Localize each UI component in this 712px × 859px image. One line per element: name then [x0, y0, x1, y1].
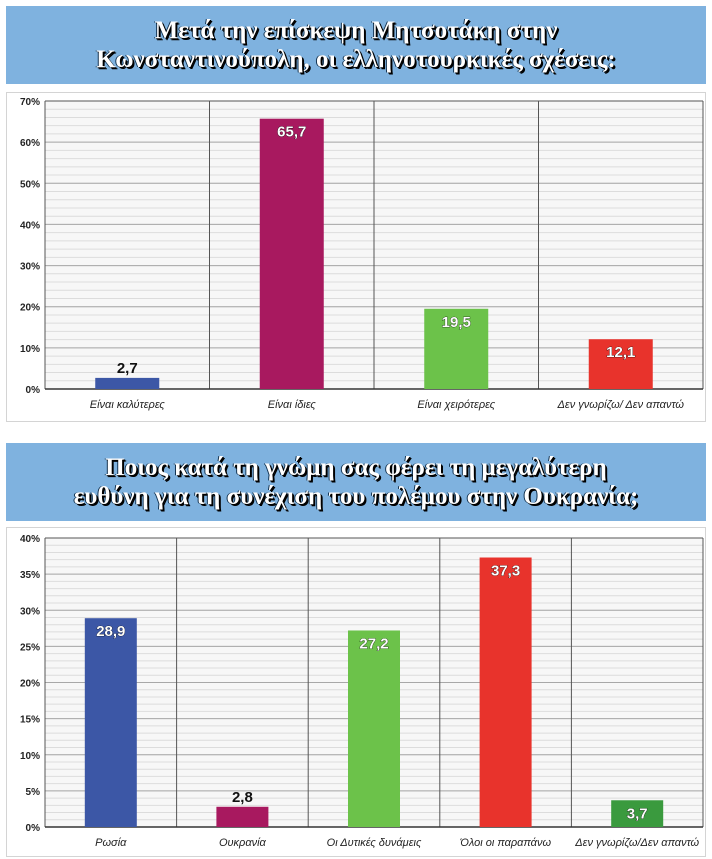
- chart-2-data-label: 28,9: [96, 623, 125, 640]
- chart-2-data-label: 37,3: [491, 563, 520, 580]
- chart-2-category-label: Ρωσία: [95, 837, 127, 849]
- chart-2-bar: [84, 618, 137, 827]
- chart-1-bar: [95, 377, 160, 389]
- chart-1-y-tick-label: 60%: [20, 138, 40, 149]
- chart-2-title-line-2: ευθύνη για τη συνέχιση του πολέμου στην …: [73, 483, 639, 510]
- chart-2-data-label: 27,2: [359, 635, 388, 652]
- chart-2-y-tick-label: 35%: [20, 570, 40, 581]
- chart-1-title: Μετά την επίσκεψη Μητσοτάκη στην Κωνσταν…: [6, 6, 706, 84]
- chart-2-y-tick-label: 5%: [26, 787, 41, 798]
- chart-2-category-label: Ουκρανία: [219, 837, 267, 849]
- chart-2-data-label: 3,7: [627, 805, 648, 822]
- chart-1-category-label: Είναι καλύτερες: [90, 399, 166, 411]
- chart-1-y-tick-label: 10%: [20, 344, 40, 355]
- chart-2-y-tick-label: 20%: [20, 679, 40, 690]
- chart-1-data-label: 12,1: [606, 344, 635, 361]
- chart-1-bar: [588, 339, 653, 389]
- chart-2-title: Ποιος κατά τη γνώμη σας φέρει τη μεγαλύτ…: [6, 443, 706, 521]
- chart-2-y-tick-label: 30%: [20, 606, 40, 617]
- chart-1-svg: 0% 10% 20% 30% 40% 50% 60% 70% 2,7 Είναι καλύτερε…: [20, 97, 704, 411]
- chart-2-y-tick-label: 40%: [20, 534, 40, 545]
- chart-1-panel: 0% 10% 20% 30% 40% 50% 60% 70% 2,7 Είναι καλύτερε…: [6, 92, 706, 422]
- chart-2-bar: [611, 800, 664, 827]
- chart-1-data-label: 19,5: [442, 314, 471, 331]
- chart-2-panel: 0% 5% 10% 15% 20% 25% 30% 35% 40% 28,9 Ρωσία 2,8 Ουκ…: [6, 527, 706, 857]
- chart-1-title-line-2: Κωνσταντινούπολη, οι ελληνοτουρκικές σχέ…: [96, 46, 616, 73]
- chart-2-category-label: Όλοι οι παραπάνω: [459, 837, 551, 849]
- chart-1-bar: [424, 308, 489, 389]
- chart-2-y-tick-label: 0%: [26, 823, 41, 834]
- chart-1-title-line-1: Μετά την επίσκεψη Μητσοτάκη στην: [154, 17, 558, 44]
- chart-2-y-tick-label: 25%: [20, 642, 40, 653]
- chart-1-category-label: Είναι χειρότερες: [417, 399, 495, 411]
- chart-2-y-tick-label: 10%: [20, 751, 40, 762]
- chart-1-category-label: Είναι ίδιες: [268, 399, 317, 411]
- chart-1-y-tick-label: 50%: [20, 179, 40, 190]
- chart-1-data-label: 65,7: [277, 124, 306, 141]
- chart-2-category-label: Δεν γνωρίζω/Δεν απαντώ: [574, 837, 699, 849]
- chart-2-bar: [348, 630, 400, 827]
- chart-1-bar: [259, 118, 324, 389]
- chart-2-bar: [479, 557, 532, 827]
- chart-1-y-tick-label: 40%: [20, 220, 40, 231]
- chart-1-category-label: Δεν γνωρίζω/ Δεν απαντώ: [557, 399, 685, 411]
- chart-1-y-tick-label: 70%: [20, 97, 40, 108]
- chart-2-bar: [216, 806, 269, 827]
- chart-2-y-tick-label: 15%: [20, 715, 40, 726]
- chart-2-data-label: 2,8: [232, 789, 253, 806]
- chart-2-title-line-1: Ποιος κατά τη γνώμη σας φέρει τη μεγαλύτ…: [105, 454, 607, 481]
- chart-2-category-label: Οι Δυτικές δυνάμεις: [327, 837, 422, 849]
- chart-1-y-tick-label: 0%: [26, 385, 41, 396]
- chart-1-y-tick-label: 20%: [20, 303, 40, 314]
- chart-1-data-label: 2,7: [117, 360, 138, 377]
- chart-1-y-tick-label: 30%: [20, 262, 40, 273]
- chart-2-svg: 0% 5% 10% 15% 20% 25% 30% 35% 40% 28,9 Ρωσία 2,8 Ουκ…: [20, 534, 704, 849]
